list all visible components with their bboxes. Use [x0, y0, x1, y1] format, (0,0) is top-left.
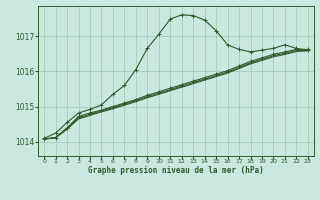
X-axis label: Graphe pression niveau de la mer (hPa): Graphe pression niveau de la mer (hPa): [88, 166, 264, 175]
